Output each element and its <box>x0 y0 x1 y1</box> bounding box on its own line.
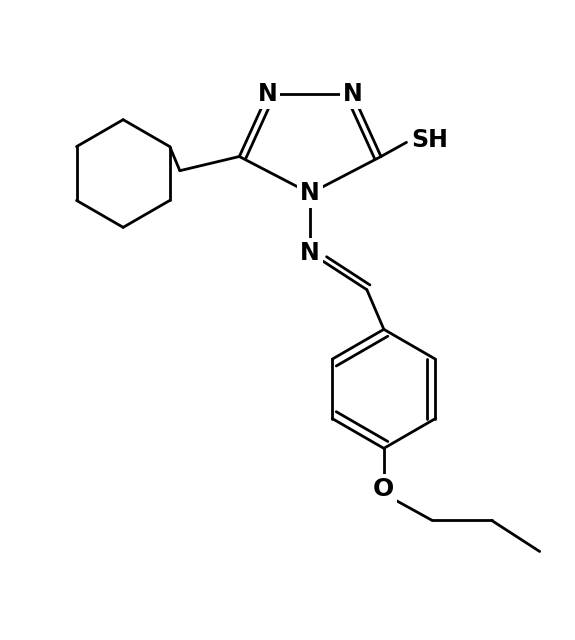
Text: N: N <box>343 82 363 106</box>
Text: O: O <box>373 477 394 501</box>
Text: SH: SH <box>411 127 448 152</box>
Text: N: N <box>258 82 278 106</box>
Text: N: N <box>300 241 320 265</box>
Text: N: N <box>300 181 320 205</box>
